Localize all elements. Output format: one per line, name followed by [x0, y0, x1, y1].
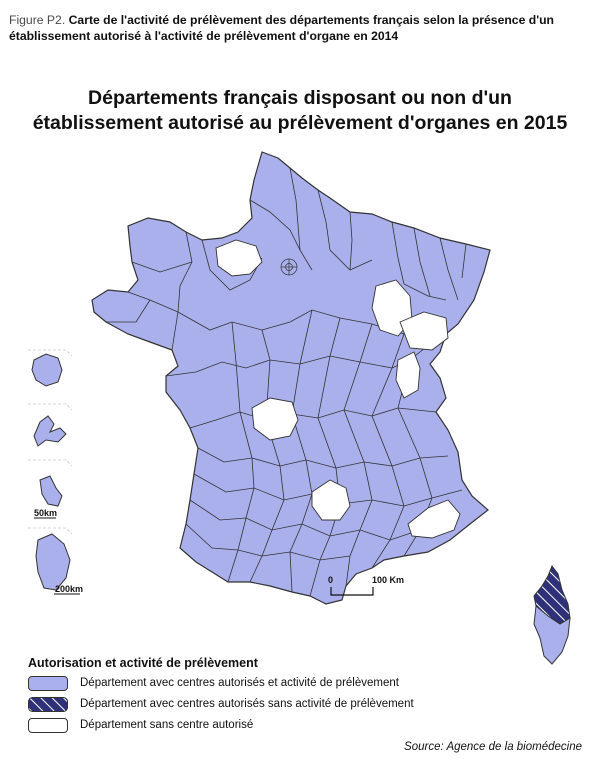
- not-authorized-departments: [215, 239, 461, 539]
- inset-frame-1: [28, 349, 73, 357]
- figure-caption: Figure P2. Carte de l'activité de prélèv…: [9, 12, 594, 44]
- figure-caption-text: Carte de l'activité de prélèvement des d…: [9, 13, 554, 43]
- overseas-insets: [28, 349, 80, 595]
- inset-guyane: [35, 533, 71, 591]
- scale-label-start: 0: [328, 575, 334, 585]
- dept-no-centre-allier: [251, 397, 299, 441]
- legend-swatch-not-authorized: [28, 717, 68, 733]
- scale-label-end: 100 Km: [372, 575, 405, 585]
- legend-label-authorized-active: Département avec centres autorisés et ac…: [80, 677, 399, 689]
- figure-label: Figure P2.: [9, 13, 66, 27]
- inset-frame-3: [28, 459, 73, 467]
- legend-title: Autorisation et activité de prélèvement: [28, 656, 258, 670]
- dept-no-centre-calvados: [215, 239, 263, 277]
- corsica-south: [533, 605, 571, 665]
- inset-reunion: [31, 353, 63, 387]
- legend-item-authorized-inactive: Département avec centres autorisés sans …: [28, 695, 414, 713]
- main-scale-bar: [330, 587, 374, 596]
- inset-frame-2: [28, 403, 73, 411]
- mainland-france: [91, 151, 491, 605]
- map-title: Départements français disposant ou non d…: [0, 86, 600, 136]
- source-note: Source: Agence de la biomédecine: [404, 741, 582, 753]
- legend-item-not-authorized: Département sans centre autorisé: [28, 716, 253, 734]
- paris-region-insert: [280, 258, 298, 276]
- legend-label-not-authorized: Département sans centre autorisé: [80, 719, 254, 731]
- map-title-line-1: Départements français disposant ou non d…: [88, 87, 512, 109]
- inset-guadeloupe: [33, 415, 67, 447]
- inset-martinique: [39, 475, 63, 507]
- dept-no-centre-var: [407, 499, 461, 539]
- legend-item-authorized-active: Département avec centres autorisés et ac…: [28, 674, 399, 692]
- map-title-line-2: établissement autorisé au prélèvement d'…: [32, 112, 568, 134]
- dept-no-centre-haute-saone: [399, 311, 449, 351]
- inset-scale-label-1: 50km: [34, 508, 58, 518]
- inset-frame-4: [28, 527, 73, 535]
- dept-no-centre-ain: [395, 351, 421, 399]
- legend-swatch-authorized-active: [28, 675, 68, 691]
- legend-swatch-authorized-inactive: [28, 696, 68, 712]
- corsica: [533, 564, 571, 665]
- inset-scale-label-2: 200km: [55, 584, 84, 594]
- dept-no-centre-aveyron: [311, 479, 351, 521]
- legend-label-authorized-inactive: Département avec centres autorisés sans …: [80, 698, 414, 710]
